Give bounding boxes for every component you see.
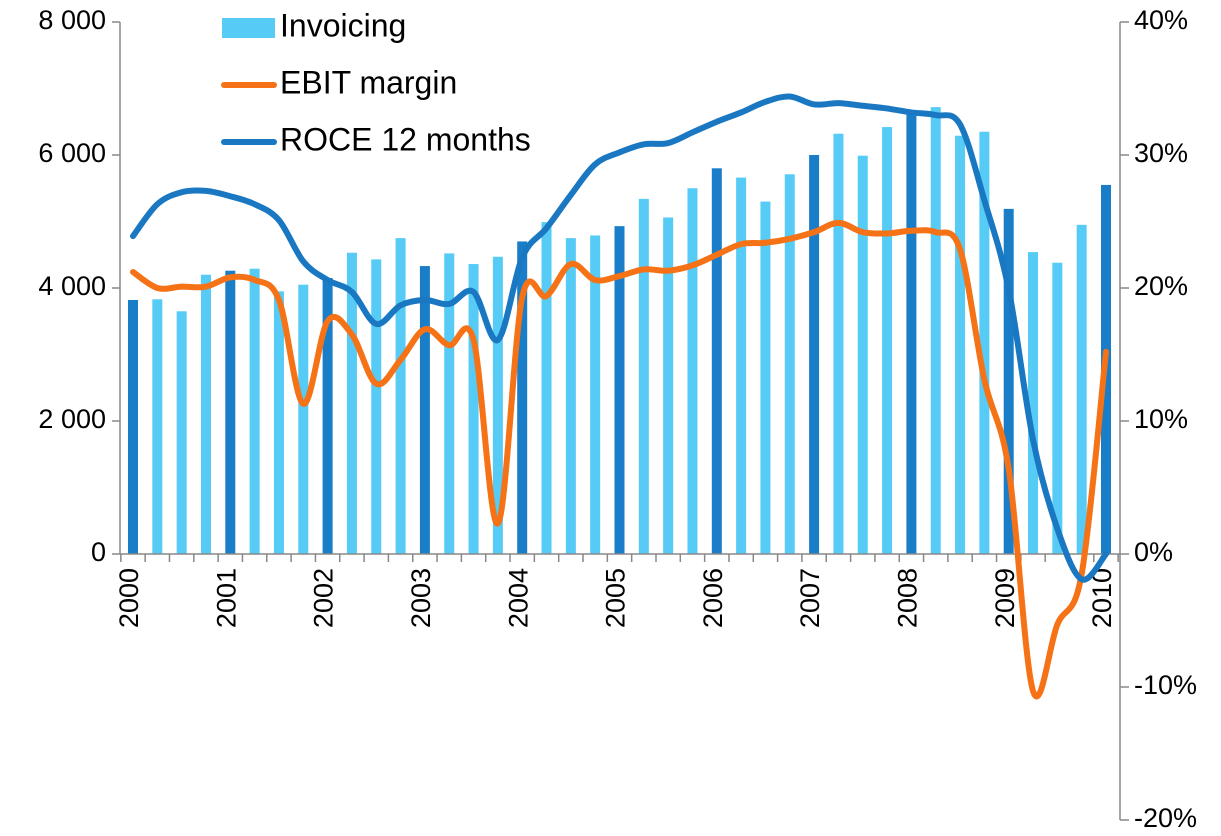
x-tick-label: 2009 bbox=[990, 568, 1020, 628]
y2-tick-label: -20% bbox=[1134, 803, 1197, 833]
bar bbox=[565, 238, 576, 554]
bar bbox=[346, 252, 357, 554]
bar bbox=[955, 135, 966, 554]
y2-tick-label: 10% bbox=[1134, 404, 1188, 434]
bar bbox=[711, 168, 722, 555]
bar bbox=[371, 259, 382, 554]
x-tick-label: 2000 bbox=[114, 568, 144, 628]
bar bbox=[128, 299, 138, 554]
bar bbox=[833, 133, 844, 554]
y-tick-label: 0 bbox=[91, 537, 106, 567]
x-tick-label: 2004 bbox=[503, 568, 533, 628]
bar bbox=[249, 268, 260, 554]
bar bbox=[200, 274, 211, 554]
y2-tick-label: 30% bbox=[1134, 138, 1188, 168]
bar bbox=[517, 241, 528, 554]
bar bbox=[444, 253, 455, 555]
x-tick-label: 2008 bbox=[893, 568, 923, 628]
bar bbox=[273, 291, 284, 554]
bar bbox=[614, 226, 625, 554]
y-tick-label: 4 000 bbox=[38, 271, 106, 301]
y-tick-label: 2 000 bbox=[38, 404, 106, 434]
bar bbox=[784, 174, 795, 554]
y2-tick-label: 0% bbox=[1134, 537, 1173, 567]
bar bbox=[930, 107, 941, 555]
x-tick-label: 2006 bbox=[698, 568, 728, 628]
y2-tick-label: 20% bbox=[1134, 271, 1188, 301]
bar bbox=[736, 177, 747, 555]
y-tick-label: 8 000 bbox=[38, 5, 106, 35]
bar bbox=[1028, 252, 1039, 554]
bar bbox=[298, 284, 309, 554]
bar bbox=[882, 127, 893, 554]
x-tick-label: 2002 bbox=[309, 568, 339, 628]
bar bbox=[1052, 262, 1063, 554]
bar bbox=[468, 264, 479, 554]
bar bbox=[176, 311, 187, 554]
bar bbox=[760, 201, 771, 555]
bar bbox=[979, 131, 990, 554]
x-tick-label: 2001 bbox=[211, 568, 241, 628]
bar bbox=[322, 278, 333, 554]
x-tick-label: 2005 bbox=[601, 568, 631, 628]
bar bbox=[687, 188, 698, 554]
bar bbox=[906, 111, 917, 555]
legend-label: EBIT margin bbox=[280, 64, 457, 100]
y-tick-label: 6 000 bbox=[38, 138, 106, 168]
legend-label: Invoicing bbox=[280, 7, 406, 43]
bar bbox=[395, 238, 406, 554]
bar bbox=[1003, 208, 1014, 555]
bar bbox=[590, 235, 601, 554]
bar bbox=[663, 217, 674, 554]
x-tick-label: 2007 bbox=[795, 568, 825, 628]
bar bbox=[1076, 224, 1087, 554]
legend-swatch bbox=[222, 18, 275, 38]
x-tick-label: 2003 bbox=[406, 568, 436, 628]
bar bbox=[152, 299, 163, 554]
bar bbox=[638, 198, 649, 554]
line bbox=[130, 93, 1109, 583]
y2-tick-label: 40% bbox=[1134, 5, 1188, 35]
line bbox=[130, 219, 1109, 700]
bar bbox=[492, 256, 503, 554]
bar bbox=[225, 270, 236, 554]
bar bbox=[857, 155, 868, 555]
bar bbox=[809, 155, 820, 554]
y2-tick-label: -10% bbox=[1134, 670, 1197, 700]
legend-label: ROCE 12 months bbox=[280, 121, 531, 157]
bar bbox=[541, 222, 552, 555]
bar bbox=[419, 266, 430, 554]
